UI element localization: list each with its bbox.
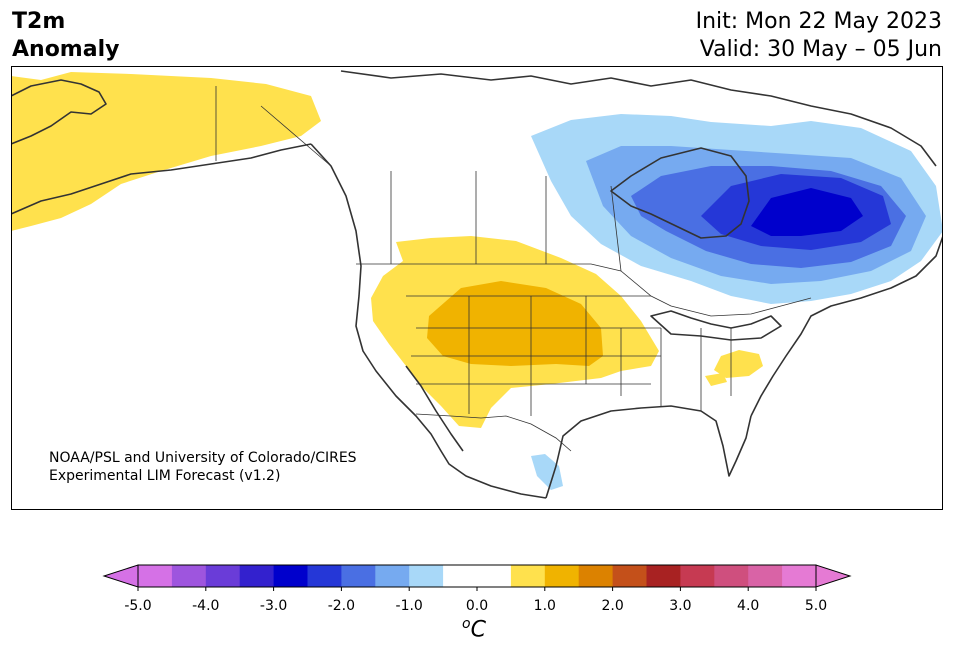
anomaly-region-mid-atlantic-small xyxy=(705,373,727,386)
colorbar-tick-label: -2.0 xyxy=(327,598,356,614)
colorbar-swatch xyxy=(646,565,681,587)
coastline-hudson-bay xyxy=(610,147,750,239)
coastline-gulf xyxy=(545,405,752,499)
colorbar-swatch xyxy=(578,565,614,587)
political-borders xyxy=(215,86,812,452)
map-frame xyxy=(11,66,943,510)
border-us-mexico xyxy=(415,413,572,452)
colorbar-swatch xyxy=(239,565,275,587)
colorbar-swatch xyxy=(782,565,817,587)
border-canada-provinces xyxy=(260,105,622,272)
colorbar-swatch xyxy=(748,565,783,587)
credit-line-2: Experimental LIM Forecast (v1.2) xyxy=(49,468,281,484)
colorbar-tick-label: 3.0 xyxy=(669,598,692,614)
colorbar-tick-label: 5.0 xyxy=(804,598,828,614)
credit-line-1: NOAA/PSL and University of Colorado/CIRE… xyxy=(49,450,357,466)
title-line-2: Anomaly xyxy=(12,37,120,62)
border-us-states xyxy=(406,295,732,416)
unit-degree-sup: o xyxy=(462,616,471,632)
colorbar-tick-label: 0.0 xyxy=(465,598,489,614)
colorbar-unit-label: oC xyxy=(462,616,486,642)
colorbar-swatch xyxy=(714,565,749,587)
coastline-baja xyxy=(405,365,464,452)
coastline-atlantic xyxy=(750,235,943,417)
border-us-canada xyxy=(356,263,812,317)
colorbar-swatch xyxy=(171,565,207,587)
colorbar-swatch xyxy=(544,565,580,587)
anomaly-map xyxy=(11,66,943,510)
colorbar-tick-label: -5.0 xyxy=(124,598,152,614)
forecast-dates: Init: Mon 22 May 2023 Valid: 30 May – 05… xyxy=(696,8,942,64)
colorbar-extend-max xyxy=(815,564,852,588)
colorbar-tick-label: 4.0 xyxy=(737,598,760,614)
colorbar-swatch xyxy=(307,565,342,587)
colorbar-swatch xyxy=(341,565,376,587)
coastline-pacific xyxy=(310,143,547,499)
colorbar-tick-label: -3.0 xyxy=(259,598,288,614)
colorbar-swatch xyxy=(443,565,478,587)
coastlines xyxy=(11,70,943,499)
colorbar-swatch xyxy=(375,565,410,587)
colorbar-tick-label: -4.0 xyxy=(192,598,220,614)
title-line-1: T2m xyxy=(12,9,66,34)
colorbar-swatch xyxy=(477,565,512,587)
anomaly-region-alaska-yukon xyxy=(11,72,321,231)
map-title: T2m Anomaly xyxy=(12,8,119,64)
colorbar-tick-label: 2.0 xyxy=(601,598,624,614)
anomaly-region-canada-core xyxy=(751,188,863,236)
anomaly-region-western-mexico xyxy=(531,454,563,490)
coastline-arctic xyxy=(340,70,937,167)
colorbar-tick-label: -1.0 xyxy=(395,598,423,614)
colorbar-swatch xyxy=(510,565,546,587)
colorbar-swatch xyxy=(612,565,647,587)
anomaly-region-mid-atlantic xyxy=(714,350,763,378)
anomaly-region-central-rockies xyxy=(427,281,603,366)
colorbar-swatch xyxy=(409,565,444,587)
valid-date-range: Valid: 30 May – 05 Jun xyxy=(699,37,942,62)
colorbar xyxy=(102,564,852,591)
coastline-alaska-south xyxy=(11,143,312,215)
coastline-alaska xyxy=(11,79,107,145)
colorbar-swatch xyxy=(273,565,308,587)
colorbar-swatch xyxy=(205,565,241,587)
init-date: Init: Mon 22 May 2023 xyxy=(695,9,942,34)
colorbar-tick-label: 1.0 xyxy=(533,598,556,614)
credit-text: NOAA/PSL and University of Colorado/CIRE… xyxy=(49,449,357,485)
colorbar-extend-min xyxy=(102,564,139,588)
anomaly-fills xyxy=(11,72,943,490)
colorbar-swatch xyxy=(138,565,173,587)
colorbar-swatch xyxy=(680,565,715,587)
unit-letter: C xyxy=(470,617,486,643)
